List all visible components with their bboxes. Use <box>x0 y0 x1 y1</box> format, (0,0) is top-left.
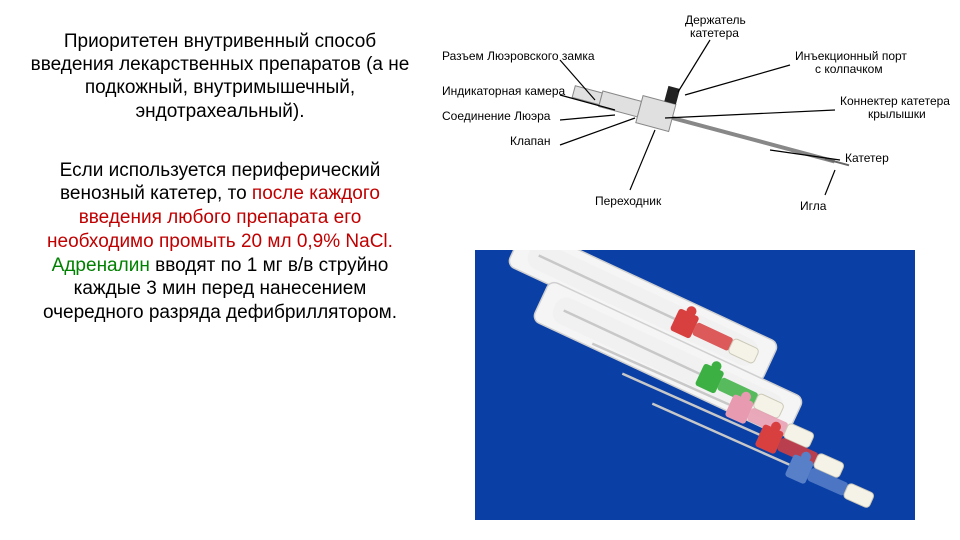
diag-label-holder-2: катетера <box>690 26 739 40</box>
diag-label-luer-lock: Разъем Люэровского замка <box>442 49 595 63</box>
text-column: Приоритетен внутривенный способ введения… <box>30 30 410 325</box>
diag-label-adapter: Переходник <box>595 194 662 208</box>
diag-label-catheter: Катетер <box>845 151 889 165</box>
diag-label-port-1: Инъекционный порт <box>795 49 907 63</box>
diag-label-luer-conn: Соединение Люэра <box>442 109 551 123</box>
diag-label-holder-1: Держатель <box>685 13 746 27</box>
slide: Приоритетен внутривенный способ введения… <box>0 0 960 540</box>
catheter-photo <box>475 250 915 520</box>
diag-label-needle: Игла <box>800 199 827 213</box>
diag-label-conn-2: крылышки <box>868 107 926 121</box>
p2-adrenaline-highlight: Адреналин <box>52 255 150 276</box>
catheter-diagram: Разъем Люэровского замка Индикаторная ка… <box>440 10 950 230</box>
diag-label-port-2: с колпачком <box>815 62 883 76</box>
diag-label-valve: Клапан <box>510 134 550 148</box>
diag-label-conn-1: Коннектер катетера + <box>840 94 950 108</box>
paragraph-1: Приоритетен внутривенный способ введения… <box>30 30 410 123</box>
paragraph-2: Если используется периферический венозны… <box>30 159 410 325</box>
diag-label-chamber: Индикаторная камера <box>442 84 566 98</box>
